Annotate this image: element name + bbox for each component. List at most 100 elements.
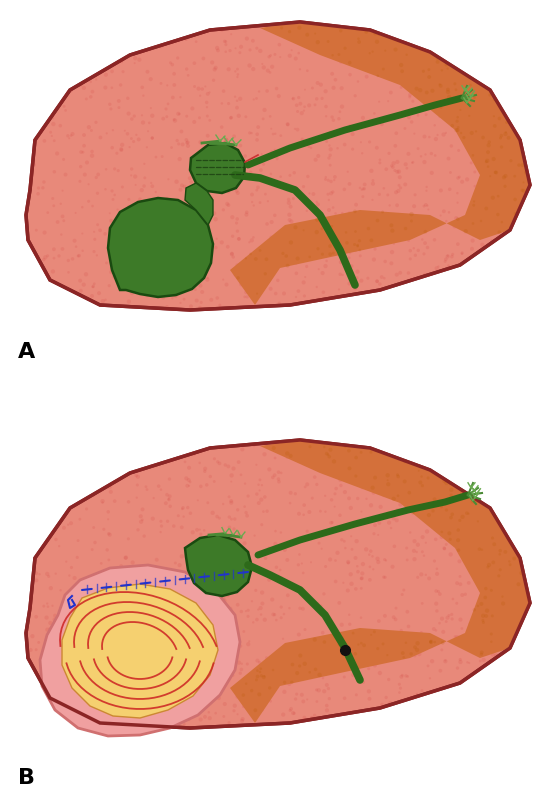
Point: [479, 594, 488, 606]
Point: [517, 602, 526, 614]
Point: [473, 599, 482, 612]
Point: [360, 178, 369, 191]
Point: [322, 110, 331, 122]
Point: [213, 455, 222, 468]
Point: [382, 691, 391, 704]
Point: [407, 214, 416, 227]
Point: [122, 596, 131, 609]
Point: [441, 126, 450, 139]
Point: [285, 208, 294, 221]
Point: [466, 618, 475, 630]
Point: [335, 597, 344, 610]
Point: [56, 584, 65, 597]
Point: [141, 171, 149, 184]
Point: [68, 127, 77, 140]
Point: [491, 649, 500, 662]
Point: [388, 560, 397, 573]
Point: [392, 602, 401, 614]
Point: [149, 492, 158, 505]
Point: [309, 188, 318, 201]
Point: [266, 66, 274, 79]
Point: [145, 639, 154, 652]
Point: [364, 222, 373, 235]
Point: [295, 602, 304, 614]
Point: [251, 584, 260, 597]
Point: [389, 512, 398, 525]
Point: [267, 167, 276, 180]
Point: [453, 213, 462, 226]
Point: [430, 66, 439, 78]
Point: [341, 42, 349, 54]
Point: [287, 215, 296, 228]
Point: [130, 626, 139, 638]
Point: [134, 219, 143, 232]
Point: [203, 110, 212, 122]
Point: [344, 555, 353, 568]
Point: [109, 623, 118, 636]
Point: [447, 139, 456, 152]
Point: [476, 186, 485, 199]
Point: [347, 530, 355, 542]
Point: [270, 608, 279, 621]
Point: [123, 622, 132, 634]
Point: [222, 134, 231, 146]
Point: [206, 142, 214, 154]
Point: [375, 666, 384, 679]
Point: [323, 448, 332, 461]
Point: [193, 555, 202, 568]
Point: [157, 578, 166, 591]
Point: [359, 58, 368, 71]
Point: [101, 81, 110, 94]
Point: [224, 198, 233, 211]
Point: [476, 629, 484, 642]
Polygon shape: [40, 565, 240, 736]
Point: [87, 124, 96, 137]
Point: [117, 144, 126, 157]
Point: [462, 92, 471, 105]
Point: [339, 576, 348, 589]
Point: [374, 529, 382, 542]
Point: [485, 123, 494, 136]
Point: [406, 253, 415, 266]
Point: [203, 274, 212, 286]
Point: [463, 173, 472, 186]
Point: [176, 90, 185, 103]
Point: [221, 458, 230, 471]
Point: [105, 279, 114, 292]
Point: [260, 103, 269, 116]
Point: [372, 142, 381, 154]
Point: [388, 161, 397, 174]
Point: [170, 290, 179, 302]
Point: [406, 526, 415, 539]
Point: [402, 222, 410, 235]
Point: [403, 606, 412, 618]
Point: [372, 234, 381, 246]
Point: [91, 713, 100, 726]
Point: [384, 478, 393, 490]
Point: [32, 574, 41, 586]
Point: [84, 121, 93, 134]
Point: [488, 648, 497, 661]
Point: [85, 580, 94, 593]
Point: [504, 131, 513, 144]
Point: [144, 583, 153, 596]
Point: [183, 688, 192, 701]
Point: [329, 201, 338, 214]
Point: [122, 219, 131, 232]
Point: [410, 535, 419, 548]
Point: [274, 473, 283, 486]
Point: [163, 488, 171, 501]
Point: [78, 201, 87, 214]
Point: [381, 230, 390, 243]
Point: [361, 39, 370, 52]
Point: [371, 27, 380, 40]
Point: [314, 262, 323, 275]
Point: [116, 590, 125, 602]
Point: [224, 97, 233, 110]
Point: [90, 278, 99, 290]
Point: [252, 42, 261, 54]
Point: [322, 447, 331, 460]
Point: [98, 667, 107, 680]
Point: [382, 207, 391, 220]
Point: [406, 218, 414, 231]
